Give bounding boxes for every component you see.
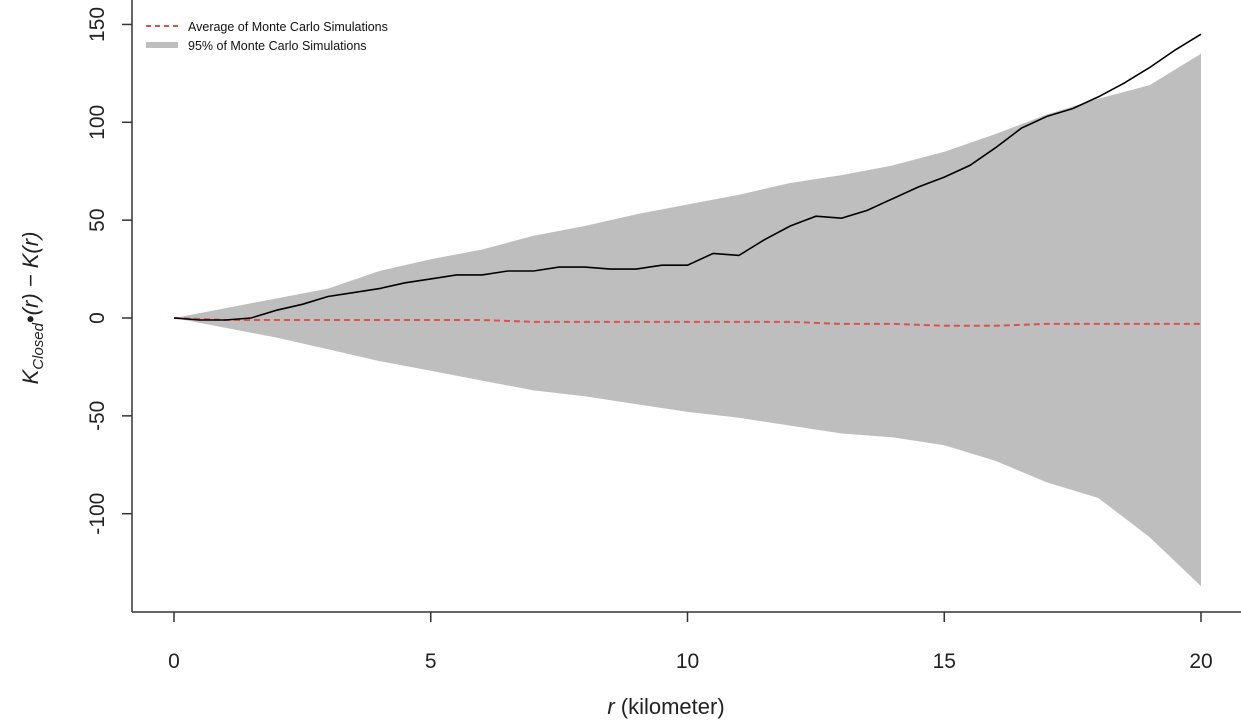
y-tick-label: 100 — [86, 105, 109, 140]
y-title-k1: K — [18, 368, 43, 384]
y-title-bullet: • — [18, 315, 43, 323]
y-axis-title: KClosed•(r) − K(r) — [18, 232, 47, 385]
y-title-subscript: Closed — [30, 322, 47, 369]
observed-k-line — [173, 33, 1202, 321]
x-tick-label: 20 — [1189, 650, 1212, 673]
x-tick-label: 5 — [425, 650, 437, 673]
y-tick-label: -50 — [86, 401, 109, 431]
y-title-end: (r) — [18, 232, 43, 254]
y-tick-label: 50 — [86, 208, 109, 231]
x-tick-label: 10 — [676, 650, 699, 673]
x-tick-label: 15 — [933, 650, 956, 673]
simulation-envelope-band — [174, 53, 1201, 587]
y-tick-label: -100 — [86, 493, 109, 535]
y-tick-label: 150 — [86, 7, 109, 42]
y-title-k2: K — [18, 252, 43, 268]
axes — [131, 0, 1241, 613]
legend-band-label: 95% of Monte Carlo Simulations — [188, 39, 367, 53]
average-simulation-line — [173, 317, 1201, 327]
x-axis-variable: r — [607, 694, 616, 719]
x-tick-label: 0 — [168, 650, 180, 673]
y-title-mid: (r) − — [18, 268, 43, 315]
legend: Average of Monte Carlo Simulations 95% o… — [146, 20, 388, 53]
y-ticks: -100 -50 0 50 100 150 — [86, 7, 132, 535]
legend-average-label: Average of Monte Carlo Simulations — [188, 20, 388, 34]
y-tick-label: 0 — [86, 312, 109, 324]
x-axis-title: r (kilometer) — [607, 694, 724, 719]
x-axis-unit: (kilometer) — [615, 694, 725, 719]
x-ticks: 0 5 10 15 20 — [168, 612, 1213, 673]
